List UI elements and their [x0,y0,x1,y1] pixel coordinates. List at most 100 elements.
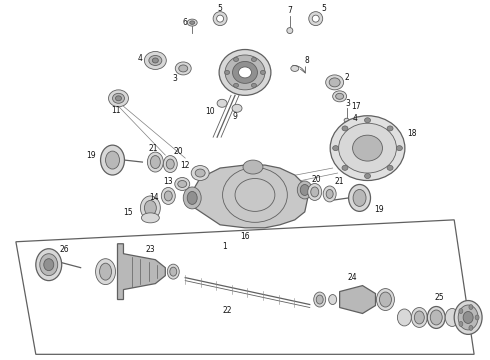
Text: 15: 15 [123,208,133,217]
Ellipse shape [163,156,177,172]
Text: 10: 10 [205,107,215,116]
Ellipse shape [224,71,229,75]
Ellipse shape [217,15,223,22]
Ellipse shape [225,55,265,90]
Ellipse shape [342,165,348,170]
Ellipse shape [469,305,473,310]
Ellipse shape [219,50,271,95]
Ellipse shape [397,309,412,326]
Ellipse shape [36,249,62,280]
Ellipse shape [239,67,251,78]
Text: 19: 19 [86,150,96,159]
Ellipse shape [348,184,370,211]
Ellipse shape [251,58,256,62]
Text: 1: 1 [222,242,227,251]
Ellipse shape [175,62,191,75]
Text: 5: 5 [321,4,326,13]
Ellipse shape [105,151,120,169]
Text: 22: 22 [223,306,232,315]
Ellipse shape [365,118,370,123]
Text: 9: 9 [233,112,238,121]
Ellipse shape [141,196,160,220]
Ellipse shape [333,91,346,102]
Ellipse shape [40,254,58,276]
Ellipse shape [152,58,158,63]
Text: 20: 20 [312,175,321,184]
Ellipse shape [353,189,366,206]
Ellipse shape [323,186,336,202]
Ellipse shape [183,187,201,209]
Ellipse shape [342,126,348,131]
Ellipse shape [234,84,239,87]
Text: 8: 8 [304,56,309,65]
Ellipse shape [96,259,116,285]
Ellipse shape [379,292,392,307]
Polygon shape [118,244,165,300]
Text: 3: 3 [345,99,350,108]
Text: 11: 11 [111,106,120,115]
Polygon shape [16,220,474,354]
Text: 17: 17 [351,102,360,111]
Text: 6: 6 [183,18,188,27]
Ellipse shape [147,152,163,172]
Ellipse shape [44,259,54,271]
Ellipse shape [166,159,174,169]
Text: 23: 23 [146,245,155,254]
Ellipse shape [232,104,242,112]
Ellipse shape [344,118,349,122]
Ellipse shape [309,12,323,26]
Ellipse shape [187,192,197,204]
Ellipse shape [190,21,195,24]
Ellipse shape [175,177,190,190]
Ellipse shape [427,306,445,328]
Ellipse shape [145,51,166,69]
Text: 16: 16 [240,232,250,241]
Ellipse shape [149,55,162,66]
Text: 25: 25 [435,293,444,302]
Ellipse shape [179,65,188,72]
Ellipse shape [243,160,263,174]
Ellipse shape [113,93,124,103]
Ellipse shape [108,90,128,107]
Ellipse shape [142,213,159,223]
Ellipse shape [326,75,343,90]
Ellipse shape [412,307,427,328]
Text: 20: 20 [173,147,183,156]
Text: 3: 3 [173,74,178,83]
Ellipse shape [167,264,179,279]
Ellipse shape [329,78,340,87]
Text: 13: 13 [164,177,173,186]
Text: 19: 19 [375,206,384,215]
Ellipse shape [469,325,473,330]
Ellipse shape [287,28,293,33]
Ellipse shape [187,19,197,26]
Ellipse shape [311,187,319,197]
Text: 12: 12 [180,161,190,170]
Ellipse shape [459,309,463,314]
Ellipse shape [387,165,393,170]
Ellipse shape [261,71,266,75]
Ellipse shape [463,311,473,323]
Ellipse shape [339,123,396,173]
Ellipse shape [326,189,333,198]
Ellipse shape [333,146,339,150]
Ellipse shape [291,66,299,71]
Ellipse shape [99,263,112,280]
Polygon shape [190,165,308,228]
Text: 4: 4 [352,114,357,123]
Ellipse shape [314,292,326,307]
Ellipse shape [312,15,319,22]
Polygon shape [340,285,375,314]
Text: 26: 26 [60,245,70,254]
Ellipse shape [396,146,402,150]
Text: 21: 21 [148,144,158,153]
Ellipse shape [308,184,322,201]
Ellipse shape [191,166,209,180]
Ellipse shape [164,191,172,201]
Ellipse shape [150,156,160,168]
Text: 18: 18 [408,129,417,138]
Ellipse shape [217,99,227,107]
Ellipse shape [213,12,227,26]
Ellipse shape [387,126,393,131]
Ellipse shape [297,181,312,199]
